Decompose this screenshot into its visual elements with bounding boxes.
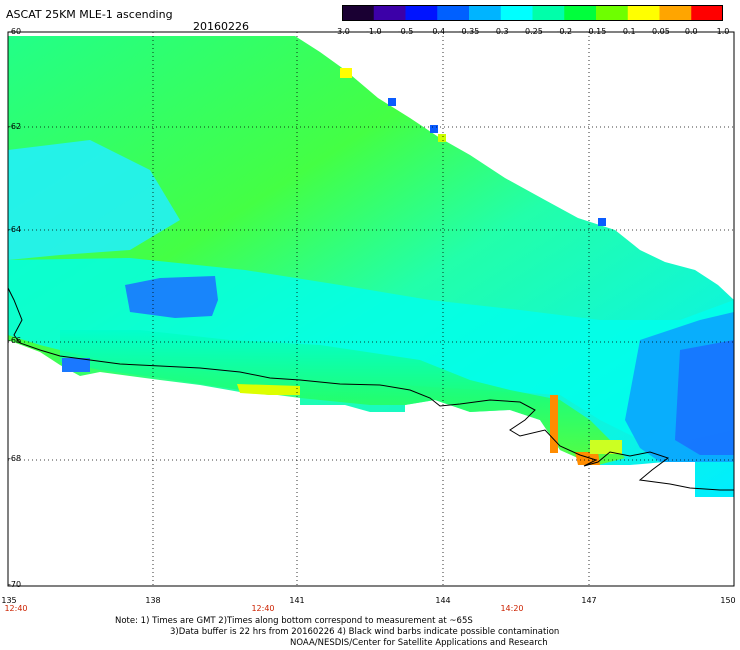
colorbar-segment — [373, 5, 406, 21]
map-frame — [7, 31, 735, 587]
lon-label-147: 147 — [581, 596, 597, 605]
colorbar-segment — [405, 5, 438, 21]
lat-label-64: -64 — [8, 225, 22, 234]
time-label-2: 12:40 — [251, 604, 275, 613]
swath-blue-pixel-4 — [62, 358, 90, 372]
swath-yellow-pixel-1 — [340, 68, 352, 78]
swath-blue-east-core — [675, 340, 734, 455]
data-swath — [8, 36, 734, 497]
product-date: 20160226 — [193, 20, 249, 33]
swath-blue-pixel-2 — [430, 125, 438, 133]
colorbar-segment — [627, 5, 660, 21]
footer-note-line2: 3)Data buffer is 22 hrs from 20160226 4)… — [170, 627, 560, 637]
lat-label-68: -68 — [8, 454, 22, 463]
time-label-1: 12:40 — [4, 604, 28, 613]
lon-label-138: 138 — [145, 596, 161, 605]
colorbar-segment — [437, 5, 470, 21]
colorbar-segment — [659, 5, 692, 21]
swath-blue-pixel-1 — [388, 98, 396, 106]
lon-label-135: 135 — [1, 596, 17, 605]
antarctic-coastline — [7, 287, 734, 491]
lat-label-60: -60 — [8, 27, 22, 36]
colorbar-segment — [532, 5, 565, 21]
swath-yellow-pixel-2 — [438, 134, 446, 142]
swath-yellow-patch-coast — [590, 440, 622, 454]
swath-yellow-edge — [237, 384, 300, 395]
graticule — [8, 32, 734, 586]
lon-label-150: 150 — [720, 596, 736, 605]
colorbar-segment — [691, 5, 723, 21]
lat-label-70: -70 — [8, 580, 22, 589]
colorbar-segment — [342, 5, 375, 21]
lat-label-66: -66 — [8, 336, 22, 345]
lon-label-144: 144 — [435, 596, 451, 605]
footer-note-line1: Note: 1) Times are GMT 2)Times along bot… — [115, 616, 473, 626]
lon-label-141: 141 — [289, 596, 305, 605]
swath-blue-patch — [125, 276, 218, 318]
lat-label-62: -62 — [8, 122, 22, 131]
colorbar-segment — [469, 5, 502, 21]
colorbar — [342, 5, 723, 21]
swath-orange-strip — [550, 395, 558, 453]
time-label-3: 14:20 — [500, 604, 524, 613]
swath-blue-pixel-3 — [598, 218, 606, 226]
swath-green-band-south — [60, 330, 625, 465]
colorbar-segment — [500, 5, 533, 21]
product-title: ASCAT 25KM MLE-1 ascending — [6, 8, 173, 21]
colorbar-segment — [564, 5, 597, 21]
colorbar-segment — [596, 5, 629, 21]
colorbar-frame — [342, 5, 723, 21]
footer-credit: NOAA/NESDIS/Center for Satellite Applica… — [290, 638, 548, 648]
